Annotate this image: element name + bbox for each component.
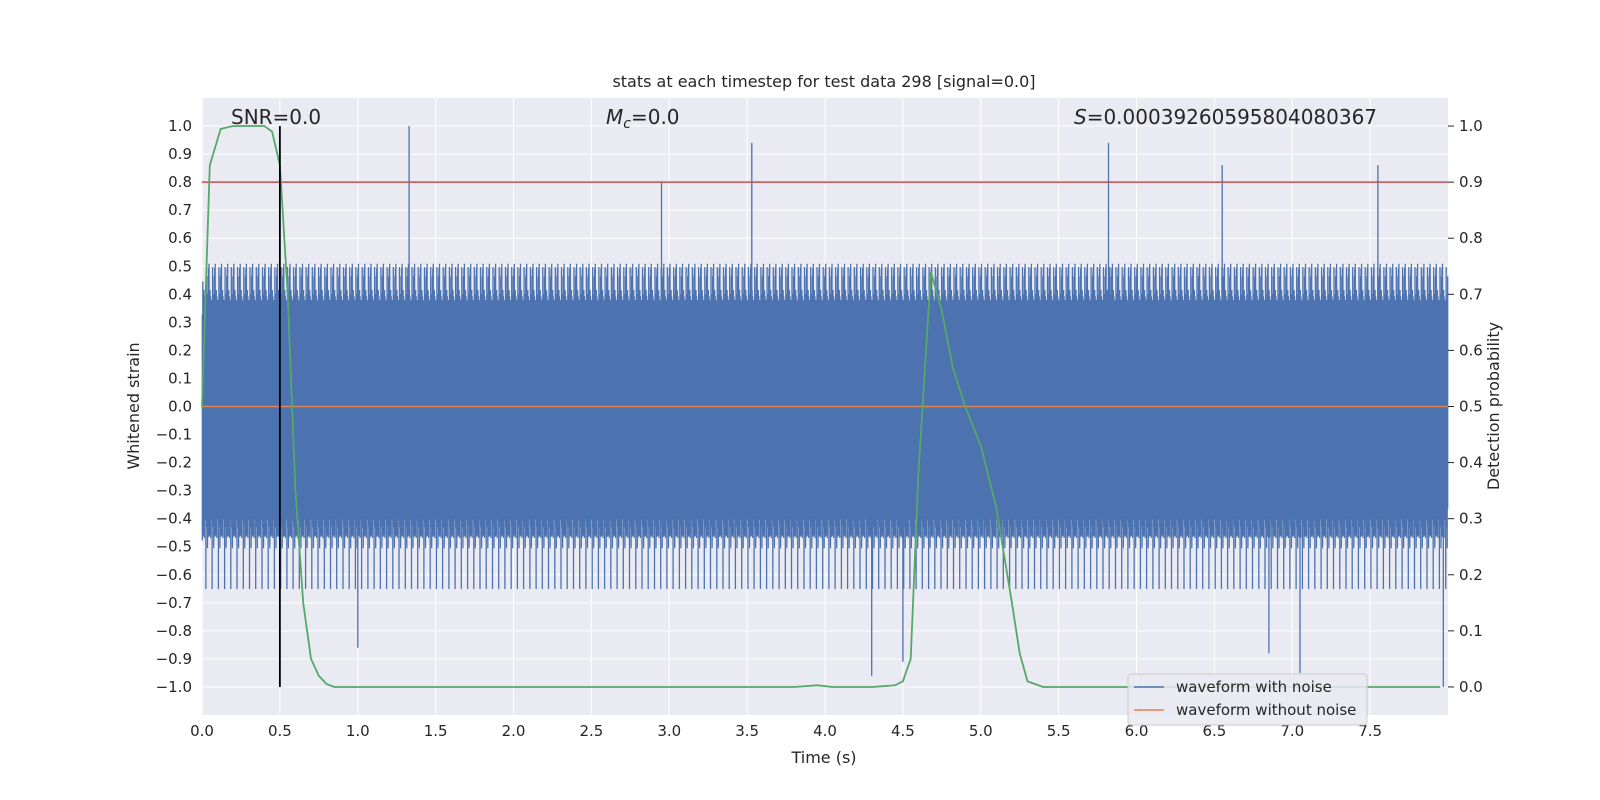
series-waveform-with-noise — [201, 126, 1449, 687]
mc-symbol: M — [606, 105, 623, 129]
y-left-tick-label: −0.4 — [156, 510, 192, 528]
y-right-tick-label: 1.0 — [1459, 117, 1483, 135]
y-right-tick-label: 0.7 — [1459, 285, 1483, 303]
noise-waveform-path — [201, 126, 1449, 687]
legend-box — [1127, 673, 1368, 726]
y-left-tick-label: 0.3 — [168, 313, 192, 331]
x-tick-label: 1.5 — [424, 722, 448, 740]
x-tick-label: 0.0 — [190, 722, 214, 740]
x-tick-label: 5.0 — [969, 722, 993, 740]
y-left-tick-label: −1.0 — [156, 678, 192, 696]
y-left-axis-label: Whitened strain — [124, 342, 143, 469]
x-tick-label: 7.0 — [1280, 722, 1304, 740]
y-left-tick-label: −0.9 — [156, 650, 192, 668]
x-tick-label: 6.5 — [1202, 722, 1226, 740]
x-axis-label: Time (s) — [790, 748, 856, 767]
y-right-tick-label: 0.6 — [1459, 341, 1483, 359]
x-tick-label: 3.0 — [657, 722, 681, 740]
y-left-tick-label: −0.8 — [156, 622, 192, 640]
y-left-axis-ticks: 1.0 0.9 0.8 0.7 0.6 0.5 0.4 0.3 0.2 0.1 0.0 −0.1 −0.… — [156, 117, 192, 696]
y-left-tick-label: −0.3 — [156, 482, 192, 500]
y-left-tick-label: 0.0 — [168, 398, 192, 416]
y-right-tick-label: 0.0 — [1459, 678, 1483, 696]
x-tick-label: 6.0 — [1125, 722, 1149, 740]
x-tick-label: 7.5 — [1358, 722, 1382, 740]
y-left-tick-label: 0.1 — [168, 369, 192, 387]
x-tick-label: 4.0 — [813, 722, 837, 740]
y-left-tick-label: −0.2 — [156, 454, 192, 472]
s-annotation: S=0.00039260595804080367 — [1074, 105, 1377, 129]
legend-label-noise: waveform with noise — [1176, 678, 1332, 696]
x-tick-label: 1.0 — [346, 722, 370, 740]
y-left-tick-label: 0.6 — [168, 229, 192, 247]
x-axis-ticks: 0.0 0.5 1.0 1.5 2.0 2.5 3.0 3.5 4.0 4.5 5.0 5.5 6.0 6… — [190, 722, 1382, 740]
y-right-tick-label: 0.8 — [1459, 229, 1483, 247]
y-right-tick-label: 0.3 — [1459, 510, 1483, 528]
y-left-tick-label: −0.1 — [156, 426, 192, 444]
mc-value: =0.0 — [631, 105, 680, 129]
y-left-tick-label: −0.6 — [156, 566, 192, 584]
y-right-tick-label: 0.9 — [1459, 173, 1483, 191]
legend: waveform with noise waveform without noi… — [1127, 673, 1368, 726]
x-tick-label: 2.5 — [579, 722, 603, 740]
series-detection-probability — [201, 125, 1441, 688]
s-symbol: S — [1074, 105, 1087, 129]
chirp-mass-annotation: Mc=0.0 — [606, 105, 680, 132]
y-right-tick-label: 0.1 — [1459, 622, 1483, 640]
y-left-tick-label: 0.8 — [168, 173, 192, 191]
x-tick-label: 5.5 — [1047, 722, 1071, 740]
chart-title: stats at each timestep for test data 298… — [612, 72, 1035, 91]
y-left-tick-label: 0.2 — [168, 341, 192, 359]
legend-label-clean: waveform without noise — [1176, 701, 1356, 719]
y-left-tick-label: 0.4 — [168, 285, 192, 303]
y-left-tick-label: 1.0 — [168, 117, 192, 135]
y-left-tick-label: 0.7 — [168, 201, 192, 219]
y-right-tick-label: 0.2 — [1459, 566, 1483, 584]
x-tick-label: 2.0 — [502, 722, 526, 740]
snr-annotation: SNR=0.0 — [231, 105, 321, 129]
mc-subscript: c — [623, 116, 631, 132]
y-right-axis-ticks: 1.0 0.9 0.8 0.7 0.6 0.5 0.4 0.3 0.2 0.1 0.0 — [1448, 117, 1483, 696]
y-left-tick-label: −0.5 — [156, 538, 192, 556]
s-value: =0.00039260595804080367 — [1087, 105, 1377, 129]
x-tick-label: 0.5 — [268, 722, 292, 740]
probability-line — [201, 125, 1441, 688]
y-right-axis-label: Detection probability — [1484, 322, 1503, 490]
y-right-tick-label: 0.5 — [1459, 398, 1483, 416]
x-tick-label: 4.5 — [891, 722, 915, 740]
y-left-tick-label: −0.7 — [156, 594, 192, 612]
y-left-tick-label: 0.9 — [168, 145, 192, 163]
y-left-tick-label: 0.5 — [168, 257, 192, 275]
x-tick-label: 3.5 — [735, 722, 759, 740]
y-right-tick-label: 0.4 — [1459, 454, 1483, 472]
